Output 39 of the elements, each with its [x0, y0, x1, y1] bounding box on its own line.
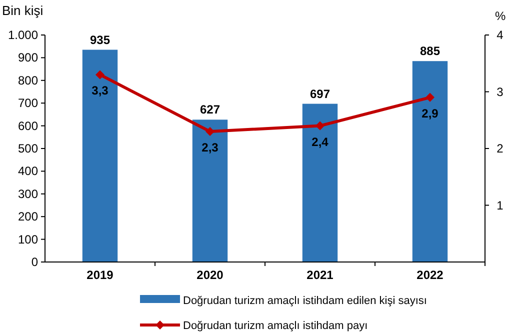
y-tick-label: 200 — [18, 210, 38, 224]
x-tick-label: 2022 — [416, 268, 444, 282]
bar — [302, 104, 338, 262]
legend-label: Doğrudan turizm amaçlı istihdam payı — [183, 320, 368, 332]
point — [206, 126, 214, 136]
x-tick-label: 2021 — [306, 268, 334, 282]
y2-axis-title: % — [495, 9, 506, 23]
bar — [412, 61, 448, 262]
point — [316, 121, 324, 130]
y-tick-label: 100 — [18, 232, 38, 246]
data-label: 885 — [420, 44, 440, 58]
data-label: 3,3 — [92, 84, 109, 98]
legend-label: Doğrudan turizm amaçlı istihdam edilen kişi sayısı — [183, 295, 427, 307]
bar — [82, 50, 118, 262]
data-label: 697 — [310, 86, 330, 101]
y-tick-label: 700 — [18, 96, 38, 110]
y-tick-label: 0 — [31, 255, 38, 269]
x-tick-label: 2020 — [196, 268, 224, 282]
data-label: 2,4 — [312, 134, 329, 149]
data-label: 627 — [200, 102, 220, 117]
y-axis-title: Bin kişi — [2, 3, 44, 18]
y-tick-label: 300 — [18, 186, 38, 201]
y-tick-label: 400 — [18, 164, 38, 178]
point — [96, 70, 104, 80]
y-tick-label: 800 — [18, 73, 38, 88]
y-tick-label: 600 — [18, 118, 38, 133]
data-label: 935 — [90, 32, 110, 47]
point — [426, 92, 434, 102]
y2-tick-label: 3 — [496, 84, 504, 99]
y2-tick-label: 2 — [496, 142, 504, 156]
y2-tick-label: 4 — [496, 28, 504, 42]
y-tick-label: 900 — [18, 50, 38, 65]
bar — [192, 120, 228, 262]
x-tick-label: 2019 — [86, 268, 114, 282]
data-label: 2,3 — [202, 140, 219, 154]
y-tick-label: 500 — [18, 142, 38, 156]
data-label: 2,9 — [422, 106, 439, 120]
y-tick-label: 1.000 — [8, 28, 38, 42]
y2-tick-label: 1 — [496, 198, 504, 212]
